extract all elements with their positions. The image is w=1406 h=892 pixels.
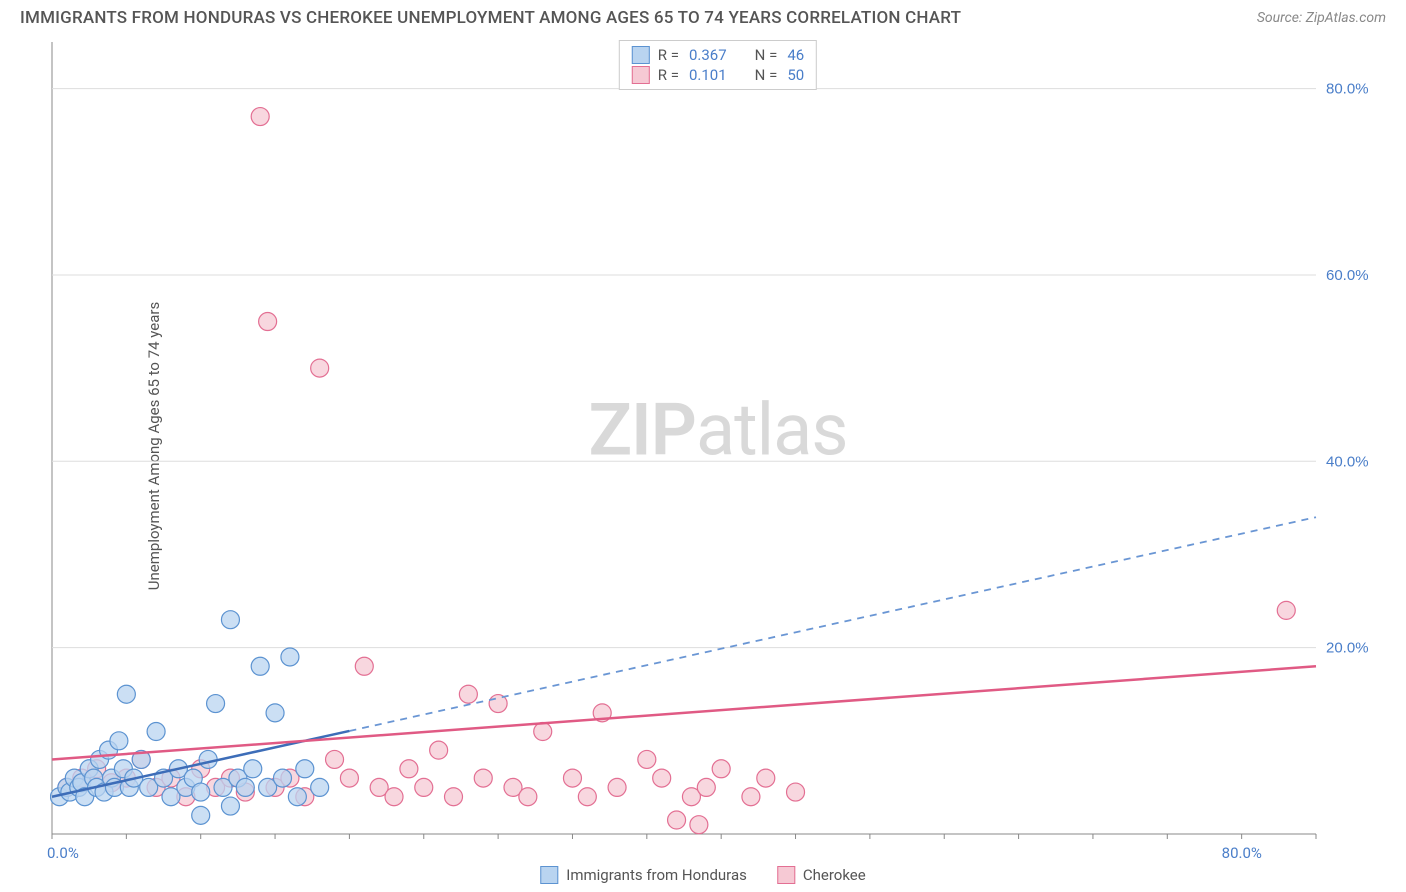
n-value-1: 46 <box>787 46 804 64</box>
source-label: Source: ZipAtlas.com <box>1257 10 1386 26</box>
legend-swatch-pink <box>777 866 795 884</box>
series-legend: Immigrants from Honduras Cherokee <box>540 866 865 884</box>
legend-swatch-blue <box>540 866 558 884</box>
svg-text:40.0%: 40.0% <box>1326 453 1369 470</box>
chart-title: IMMIGRANTS FROM HONDURAS VS CHEROKEE UNE… <box>20 8 961 28</box>
chart-area: 20.0% 40.0% 60.0% 80.0% R = 0.367 N = 46 R … <box>50 40 1386 852</box>
r-value-2: 0.101 <box>689 66 727 84</box>
legend-item-cherokee: Cherokee <box>777 866 866 884</box>
legend-label: Immigrants from Honduras <box>566 866 747 884</box>
r-value-1: 0.367 <box>689 46 727 64</box>
x-tick-80: 80.0% <box>1222 844 1262 862</box>
n-value-2: 50 <box>787 66 804 84</box>
n-label: N = <box>755 66 778 84</box>
svg-text:80.0%: 80.0% <box>1326 81 1369 98</box>
scatter-plot: 20.0% 40.0% 60.0% 80.0% <box>50 40 1386 852</box>
correlation-legend: R = 0.367 N = 46 R = 0.101 N = 50 <box>619 40 817 90</box>
r-label: R = <box>658 66 679 84</box>
svg-text:20.0%: 20.0% <box>1326 640 1369 657</box>
svg-text:60.0%: 60.0% <box>1326 267 1369 284</box>
x-tick-0: 0.0% <box>47 844 79 862</box>
legend-row-2: R = 0.101 N = 50 <box>632 65 804 85</box>
n-label: N = <box>755 46 778 64</box>
legend-swatch-pink <box>632 66 650 84</box>
legend-swatch-blue <box>632 46 650 64</box>
legend-row-1: R = 0.367 N = 46 <box>632 45 804 65</box>
legend-label: Cherokee <box>803 866 866 884</box>
legend-item-honduras: Immigrants from Honduras <box>540 866 747 884</box>
r-label: R = <box>658 46 679 64</box>
